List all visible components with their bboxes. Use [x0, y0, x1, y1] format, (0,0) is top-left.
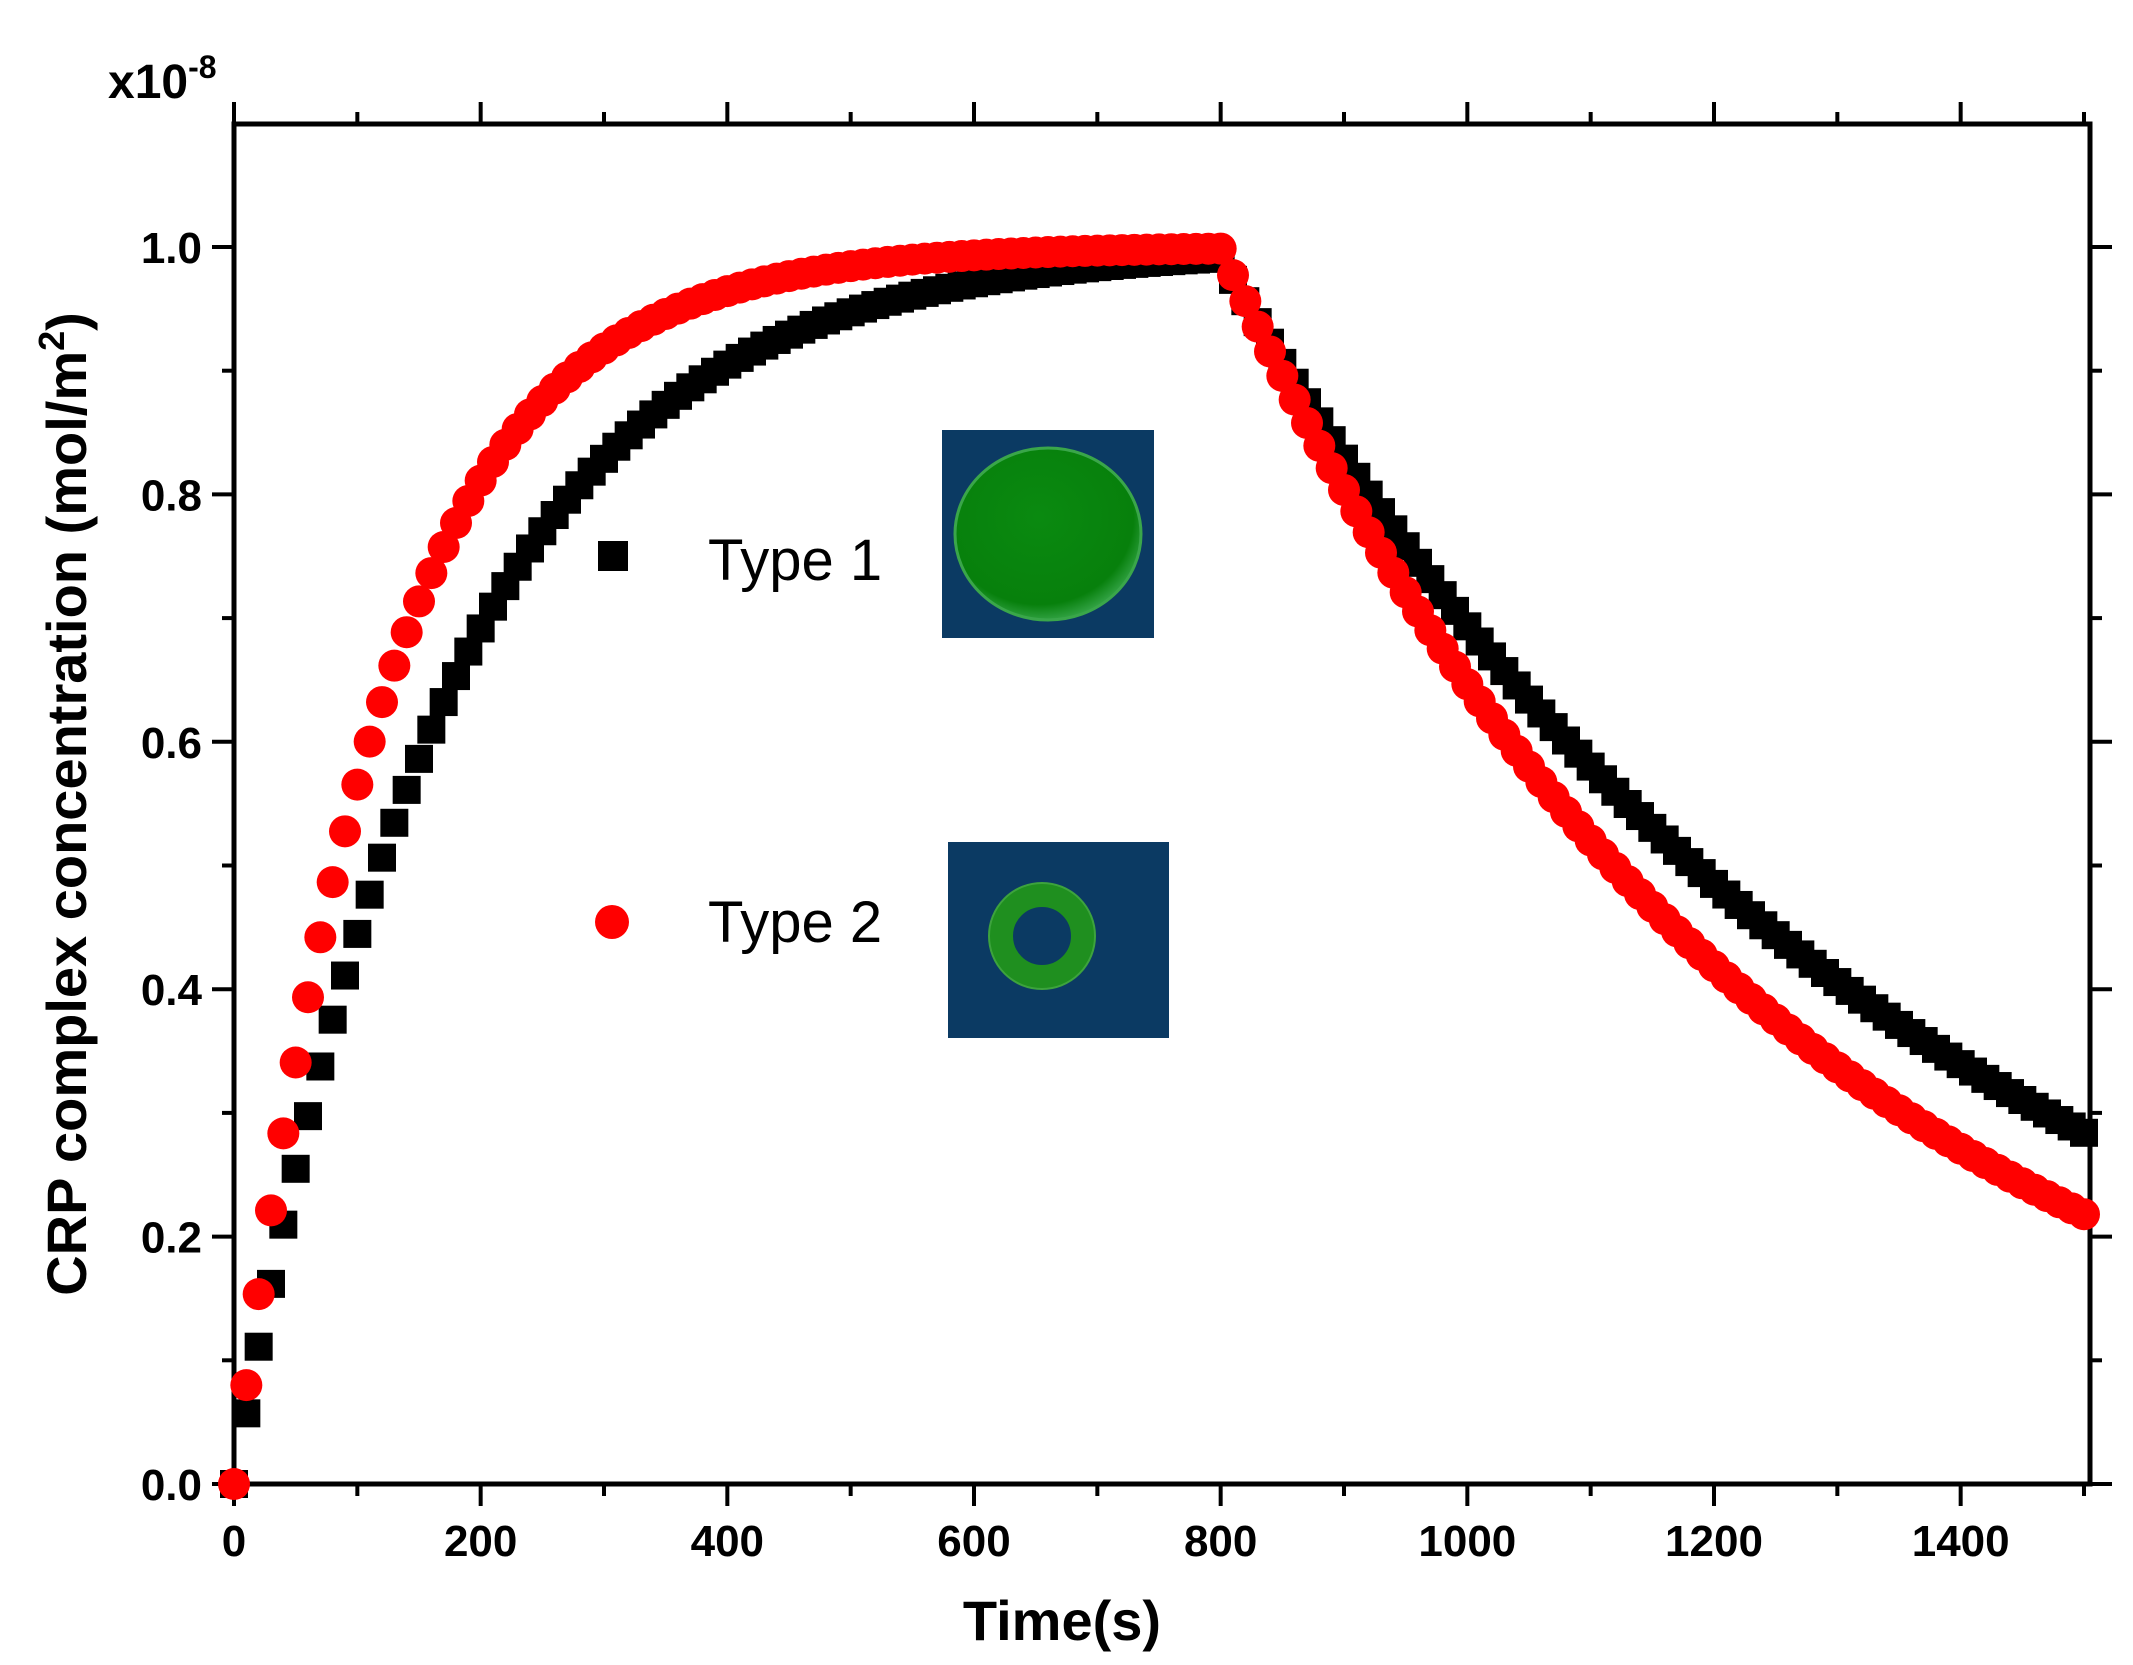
data-point-type-2 — [427, 530, 460, 563]
y-multiplier: x10-8 — [108, 49, 217, 109]
axis-ticks: 0 200 400 600 800 1000 1200 1400 0.0 0.2 0.4 0.6 0.8… — [141, 102, 2112, 1566]
series-type-2 — [218, 232, 2100, 1500]
data-point-type-2 — [1204, 232, 1237, 265]
data-point-type-1 — [318, 1005, 347, 1034]
data-point-type-2 — [316, 866, 349, 899]
x-tick-label: 1000 — [1418, 1517, 1516, 1566]
x-tick-label: 400 — [691, 1517, 764, 1566]
y-tick-label: 1.0 — [141, 224, 202, 273]
data-point-type-1 — [368, 843, 396, 872]
x-tick-label: 800 — [1184, 1517, 1257, 1566]
data-point-type-2 — [390, 616, 423, 649]
data-point-type-2 — [2068, 1198, 2100, 1231]
x-tick-label: 0 — [222, 1517, 246, 1566]
data-point-type-2 — [304, 921, 337, 954]
data-point-type-2 — [1241, 310, 1274, 343]
y-tick-label: 0.0 — [141, 1461, 202, 1510]
data-point-type-2 — [292, 981, 324, 1014]
data-point-type-1 — [232, 1399, 261, 1428]
x-tick-label: 200 — [444, 1517, 517, 1566]
legend-marker-type-2 — [595, 905, 629, 939]
data-point-type-2 — [1217, 259, 1249, 292]
data-point-type-2 — [329, 815, 361, 848]
legend-label-type-1: Type 1 — [708, 528, 882, 593]
y-tick-label: 0.4 — [141, 966, 203, 1015]
data-point-type-1 — [343, 919, 372, 948]
inset-disk-image — [942, 430, 1154, 638]
data-point-type-1 — [294, 1102, 322, 1131]
data-point-type-2 — [267, 1117, 300, 1150]
data-point-type-1 — [405, 744, 433, 773]
plot-frame — [231, 121, 2093, 1487]
data-point-type-1 — [2070, 1118, 2098, 1147]
legend: Type 1 Type 2 — [595, 528, 882, 955]
data-point-type-1 — [417, 715, 446, 744]
x-tick-label: 600 — [937, 1517, 1010, 1566]
data-point-type-2 — [1229, 285, 1262, 318]
data-point-type-1 — [331, 961, 359, 990]
data-point-type-2 — [403, 585, 435, 618]
data-point-type-2 — [366, 686, 398, 719]
data-point-type-1 — [244, 1332, 273, 1361]
legend-marker-type-1 — [598, 541, 628, 571]
data-point-type-2 — [230, 1369, 263, 1402]
data-point-type-2 — [218, 1468, 250, 1500]
y-axis-title: CRP complex concentration (mol/m2) — [31, 312, 98, 1296]
x-axis-title: Time(s) — [963, 1589, 1161, 1652]
data-point-type-2 — [1254, 335, 1286, 368]
data-point-type-1 — [442, 662, 470, 691]
data-point-type-2 — [378, 649, 411, 682]
legend-label-type-2: Type 2 — [708, 890, 882, 955]
data-point-type-1 — [392, 775, 421, 804]
data-point-type-2 — [279, 1046, 312, 1079]
data-point-type-1 — [355, 880, 384, 909]
y-tick-label: 0.2 — [141, 1214, 202, 1263]
y-tick-label: 0.6 — [141, 719, 202, 768]
data-point-type-1 — [429, 688, 458, 717]
data-point-type-1 — [380, 808, 409, 837]
inset-ring-image — [948, 842, 1169, 1038]
data-point-type-2 — [1266, 359, 1299, 392]
data-point-type-2 — [415, 557, 448, 590]
x-tick-label: 1400 — [1912, 1517, 2010, 1566]
data-point-type-2 — [341, 768, 374, 801]
data-point-type-2 — [353, 725, 386, 758]
y-tick-label: 0.8 — [141, 471, 202, 520]
data-point-type-1 — [281, 1154, 310, 1183]
x-tick-label: 1200 — [1665, 1517, 1763, 1566]
data-point-type-2 — [242, 1278, 275, 1311]
data-point-type-2 — [255, 1194, 287, 1227]
